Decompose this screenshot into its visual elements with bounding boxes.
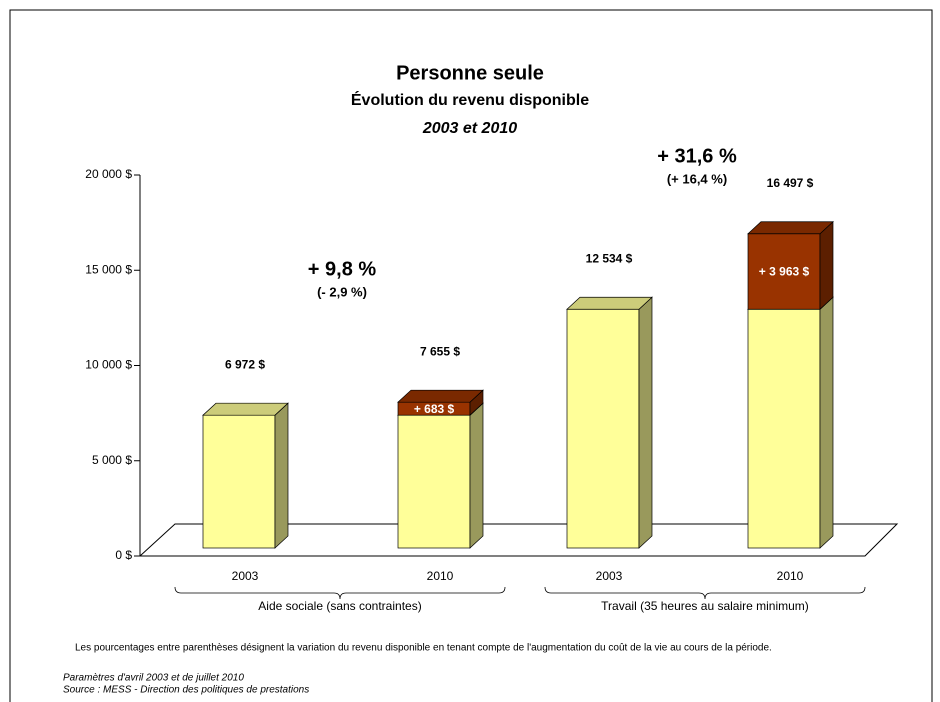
group-label: Aide sociale (sans contraintes) [258,599,421,613]
bar-top [202,402,289,416]
bar-segment [566,308,640,549]
footnote: Les pourcentages entre parenthèses désig… [75,643,772,654]
group-brace [174,586,506,600]
bar-top [747,221,834,235]
bar-top [397,389,484,403]
x-tick-label: 2003 [596,569,623,583]
bar-segment [747,308,821,549]
x-tick-label: 2010 [427,569,454,583]
note: Paramètres d'avril 2003 et de juillet 20… [63,673,244,684]
y-tick-label: 15 000 $ [85,262,132,276]
bar-side [819,220,834,311]
bar-top [566,296,653,310]
frame [9,9,933,702]
bar-side [638,296,653,549]
group-brace [544,586,866,600]
chart-period: 2003 et 2010 [422,120,517,137]
floor [138,523,899,557]
bar-segment [202,414,276,549]
bar-side [274,402,289,549]
bar-segment [397,414,471,549]
x-tick-label: 2003 [232,569,259,583]
y-tick-label: 10 000 $ [85,358,132,372]
annotation: + 9,8 % [308,258,377,280]
total-label: 12 534 $ [586,251,633,265]
total-label: 7 655 $ [420,344,460,358]
segment-label: + 683 $ [414,402,455,416]
x-tick-label: 2010 [777,569,804,583]
total-label: 16 497 $ [767,176,814,190]
annotation-note: (+ 16,4 %) [667,171,727,186]
chart-subtitle: Évolution du revenu disponible [351,90,589,109]
annotation: + 31,6 % [657,145,737,167]
bar-side [469,402,484,549]
group-label: Travail (35 heures au salaire minimum) [601,599,809,613]
annotation-note: (- 2,9 %) [317,284,367,299]
y-tick-label: 0 $ [115,548,132,562]
segment-label: + 3 963 $ [759,265,810,279]
y-tick-label: 20 000 $ [85,167,132,181]
y-tick-label: 5 000 $ [92,453,132,467]
note: Source : MESS - Direction des politiques… [63,685,309,696]
bar-side [819,296,834,549]
chart-title: Personne seule [396,62,544,84]
total-label: 6 972 $ [225,357,265,371]
